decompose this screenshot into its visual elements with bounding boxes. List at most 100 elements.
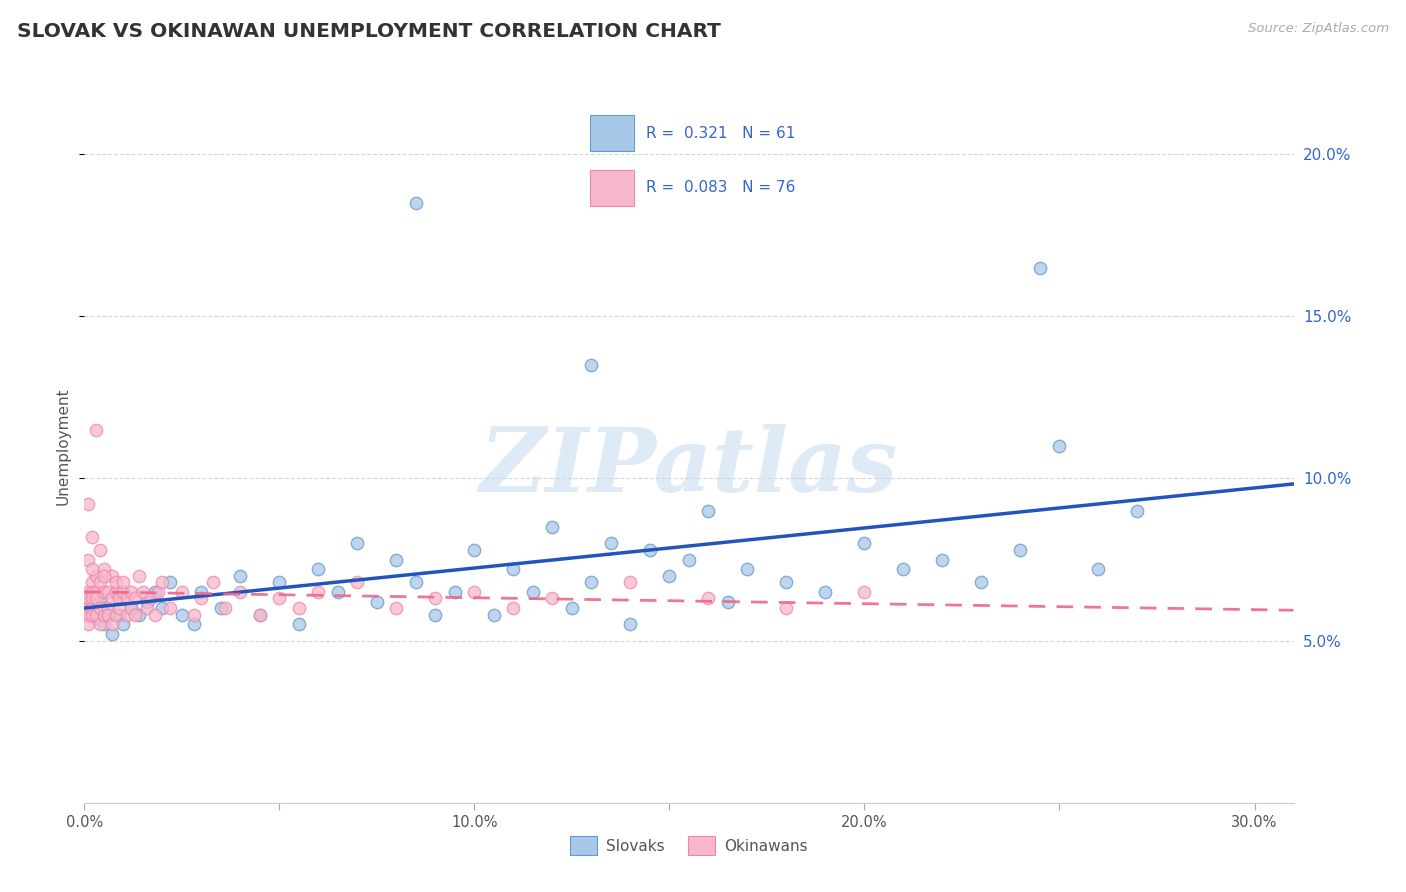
Point — [120, 601, 142, 615]
Point — [77, 552, 100, 566]
Point — [128, 568, 150, 582]
Point — [84, 591, 107, 606]
Point — [89, 601, 111, 615]
Point — [190, 591, 212, 606]
Point — [737, 562, 759, 576]
Point — [346, 536, 368, 550]
Point — [97, 585, 120, 599]
Point — [143, 607, 166, 622]
Point — [1049, 439, 1071, 453]
Point — [120, 601, 142, 615]
Point — [100, 617, 122, 632]
Point — [93, 568, 115, 582]
Point — [463, 542, 485, 557]
Point — [385, 552, 408, 566]
Point — [502, 562, 524, 576]
Point — [84, 611, 107, 625]
Point — [463, 585, 485, 599]
Point — [93, 607, 115, 622]
Text: Source: ZipAtlas.com: Source: ZipAtlas.com — [1249, 22, 1389, 36]
Point — [541, 520, 564, 534]
Point — [104, 575, 127, 590]
Point — [853, 585, 876, 599]
Point — [77, 601, 100, 615]
Point — [89, 575, 111, 590]
Point — [288, 617, 311, 632]
Point — [159, 575, 181, 590]
Point — [117, 591, 139, 606]
Point — [307, 585, 329, 599]
Point — [150, 601, 173, 615]
Point — [249, 607, 271, 622]
Point — [104, 607, 127, 622]
Point — [112, 575, 135, 590]
Point — [288, 601, 311, 615]
Text: SLOVAK VS OKINAWAN UNEMPLOYMENT CORRELATION CHART: SLOVAK VS OKINAWAN UNEMPLOYMENT CORRELAT… — [17, 22, 721, 41]
Point — [541, 591, 564, 606]
Point — [84, 607, 107, 622]
Point — [1087, 562, 1109, 576]
Point — [638, 542, 661, 557]
Point — [82, 562, 104, 576]
Point — [75, 607, 97, 622]
Point — [150, 575, 173, 590]
Point — [893, 562, 915, 576]
Point — [183, 617, 205, 632]
Point — [108, 607, 131, 622]
Point — [307, 562, 329, 576]
Point — [77, 591, 100, 606]
Text: ZIPatlas: ZIPatlas — [481, 425, 897, 510]
Point — [120, 585, 142, 599]
Point — [77, 607, 100, 622]
Point — [229, 585, 252, 599]
Point — [93, 562, 115, 576]
Point — [183, 607, 205, 622]
Point — [93, 617, 115, 632]
Point — [214, 601, 236, 615]
Point — [385, 601, 408, 615]
Point — [117, 607, 139, 622]
Point — [561, 601, 583, 615]
Point — [82, 595, 104, 609]
Point — [82, 591, 104, 606]
Point — [97, 607, 120, 622]
Point — [405, 195, 427, 210]
Point — [366, 595, 388, 609]
Point — [112, 617, 135, 632]
Point — [581, 358, 603, 372]
Point — [84, 585, 107, 599]
Point — [170, 585, 193, 599]
Point — [77, 607, 100, 622]
Point — [444, 585, 467, 599]
Point — [269, 591, 291, 606]
Point — [269, 575, 291, 590]
Point — [502, 601, 524, 615]
Point — [82, 575, 104, 590]
Point — [229, 568, 252, 582]
Point — [139, 591, 162, 606]
Point — [581, 575, 603, 590]
Point — [678, 552, 700, 566]
Point — [89, 617, 111, 632]
Point — [775, 601, 797, 615]
Point — [931, 552, 953, 566]
Point — [658, 568, 681, 582]
Point — [1126, 504, 1149, 518]
Point — [209, 601, 232, 615]
Point — [97, 607, 120, 622]
Point — [77, 585, 100, 599]
Point — [77, 497, 100, 511]
Point — [190, 585, 212, 599]
Point — [159, 601, 181, 615]
Point — [100, 568, 122, 582]
Y-axis label: Unemployment: Unemployment — [56, 387, 72, 505]
Point — [482, 607, 505, 622]
Point — [124, 607, 146, 622]
Point — [84, 423, 107, 437]
Point — [135, 601, 157, 615]
Point — [775, 575, 797, 590]
Point — [124, 591, 146, 606]
Point — [405, 575, 427, 590]
Point — [108, 601, 131, 615]
Point — [93, 585, 115, 599]
